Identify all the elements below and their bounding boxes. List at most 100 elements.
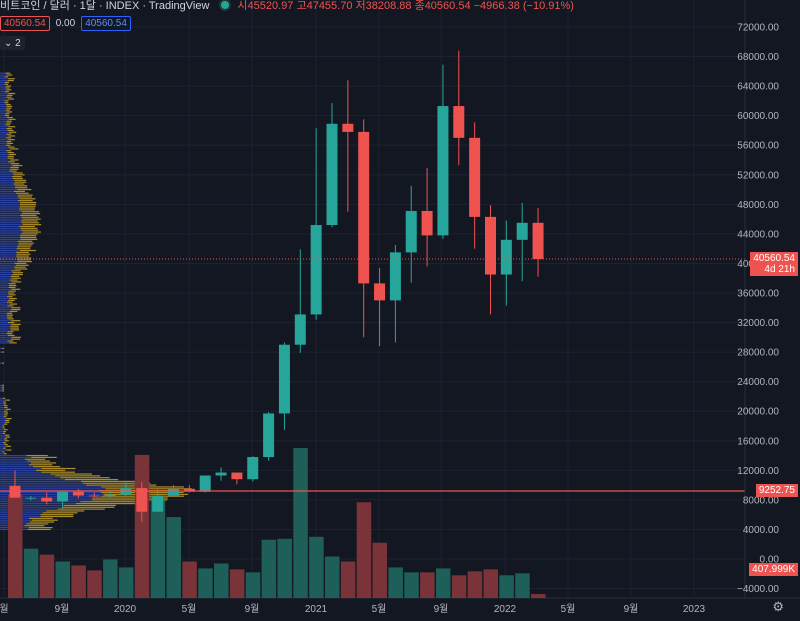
price-axis[interactable]: 72000.00 68000.00 64000.00 60000.00 56000.00…: [737, 0, 779, 598]
profile-row-down: [50, 473, 92, 475]
profile-row-down: [62, 506, 115, 508]
profile-row-down: [40, 514, 74, 516]
profile-row-down: [2, 427, 5, 429]
profile-row-up: [0, 384, 3, 386]
candle-body: [500, 239, 512, 275]
profile-row-up: [0, 438, 4, 440]
profile-row-up: [0, 224, 23, 226]
profile-row-down: [15, 268, 28, 270]
profile-row-down: [10, 168, 19, 170]
candle-body: [9, 485, 21, 498]
profile-row-up: [0, 251, 16, 253]
trade-buttons: 40560.54 0.00 40560.54: [0, 14, 131, 32]
profile-row-down: [42, 512, 78, 514]
profile-row-up: [0, 334, 9, 337]
profile-row-down: [2, 362, 4, 364]
profile-row-up: [0, 179, 15, 181]
profile-row-down: [27, 460, 50, 462]
time-axis[interactable]: 월 9월 2020 5월 9월 2021 5월 9월 2022 5월 9월 2023: [0, 603, 706, 615]
profile-row-down: [5, 436, 11, 438]
profile-row-up: [0, 115, 5, 117]
profile-row-up: [0, 329, 11, 331]
profile-row-down: [19, 207, 35, 209]
buy-button[interactable]: 40560.54: [81, 15, 131, 31]
profile-row-down: [17, 200, 33, 202]
profile-row-down: [5, 144, 11, 146]
profile-row-down: [2, 425, 5, 427]
candle-body: [485, 216, 496, 275]
profile-row-down: [29, 521, 54, 523]
profile-row-up: [0, 495, 102, 497]
profile-row-down: [6, 445, 12, 447]
profile-row-down: [11, 288, 21, 290]
profile-row-down: [14, 181, 27, 183]
profile-row-up: [0, 440, 5, 442]
profile-row-down: [3, 401, 6, 403]
sell-button[interactable]: 40560.54: [0, 15, 50, 31]
candle-body: [310, 225, 322, 315]
candle-body: [358, 131, 370, 284]
profile-row-up: [0, 362, 3, 364]
profile-row-down: [8, 118, 16, 120]
profile-row-up: [0, 127, 7, 130]
profile-row-down: [85, 484, 157, 486]
profile-row-down: [10, 163, 20, 165]
profile-row-up: [0, 105, 7, 108]
gear-icon[interactable]: ⚙: [772, 599, 784, 614]
symbol-legend[interactable]: 비트코인 / 달러 · 1달 · INDEX · TradingView 시45…: [0, 0, 574, 12]
profile-row-down: [8, 286, 16, 289]
profile-row-up: [0, 314, 8, 316]
profile-row-up: [0, 207, 20, 209]
profile-row-up: [0, 283, 9, 285]
profile-row-down: [11, 320, 21, 322]
profile-row-down: [27, 528, 51, 531]
profile-row-down: [92, 497, 168, 499]
volume-bar: [87, 570, 102, 598]
profile-row-up: [0, 307, 12, 309]
profile-row-up: [0, 453, 4, 455]
profile-row-up: [0, 477, 61, 479]
profile-row-up: [0, 260, 18, 263]
profile-row-up: [0, 220, 21, 222]
profile-row-down: [4, 405, 8, 407]
current-price-label: 40560.54 4d 21h: [750, 252, 798, 276]
profile-row-down: [24, 458, 46, 460]
profile-row-down: [8, 299, 15, 301]
profile-row-up: [0, 266, 15, 268]
profile-row-down: [5, 72, 11, 74]
indicators-toggle[interactable]: ⌄ 2: [0, 36, 25, 50]
profile-row-down: [10, 325, 19, 327]
profile-row-down: [64, 478, 119, 481]
volume-bar: [55, 561, 71, 598]
time-tick-label: 9월: [434, 603, 449, 615]
profile-row-up: [0, 285, 9, 287]
profile-row-up: [0, 462, 31, 464]
profile-row-down: [6, 316, 13, 318]
profile-row-down: [5, 419, 10, 422]
candle-body: [41, 497, 53, 502]
profile-row-down: [8, 285, 17, 287]
profile-row-up: [0, 231, 23, 233]
profile-row-up: [0, 74, 7, 76]
profile-row-up: [0, 401, 4, 403]
profile-row-down: [11, 309, 21, 311]
market-status-dot-icon: [221, 1, 230, 9]
profile-row-up: [0, 242, 19, 244]
candle-body: [231, 472, 243, 480]
current-price-value: 40560.54: [753, 253, 795, 264]
profile-row-up: [0, 96, 7, 98]
volume-bar: [150, 500, 166, 598]
profile-row-up: [0, 174, 14, 176]
profile-row-down: [14, 262, 27, 265]
time-tick-label: 2022: [494, 604, 517, 615]
profile-row-down: [5, 399, 10, 401]
profile-row-down: [6, 107, 12, 109]
profile-row-down: [4, 410, 8, 412]
profile-row-up: [0, 124, 6, 126]
profile-row-up: [0, 275, 11, 277]
profile-row-up: [0, 493, 104, 495]
profile-row-up: [0, 116, 8, 119]
profile-row-down: [4, 115, 9, 117]
profile-row-down: [17, 194, 33, 196]
